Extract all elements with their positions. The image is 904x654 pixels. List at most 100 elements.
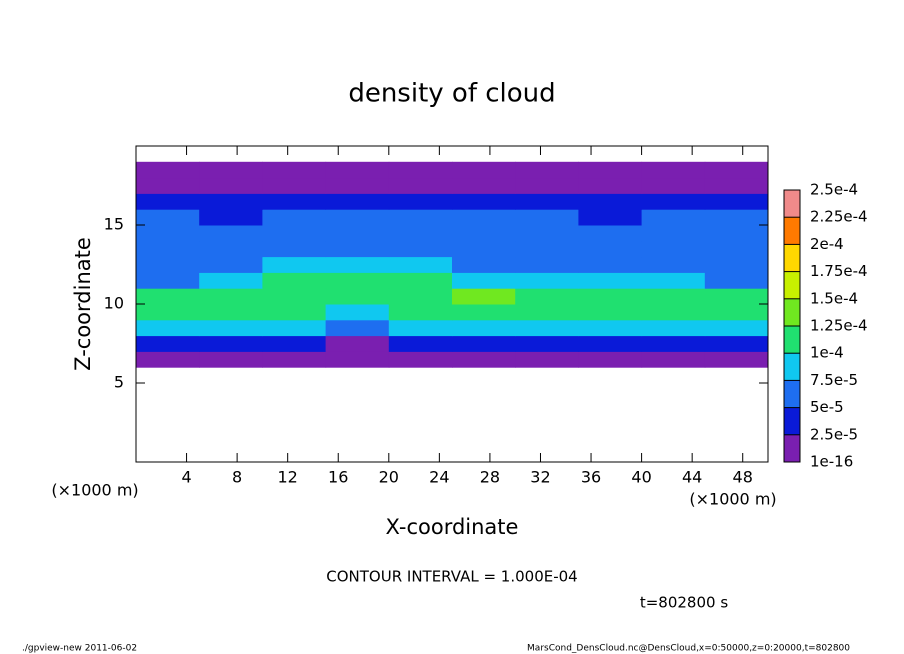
colorbar-tick-label: 2.5e-4 (810, 181, 858, 199)
y-axis-label: Z-coordinate (71, 237, 95, 371)
x-tick-label: 48 (733, 468, 753, 487)
heat-cell (704, 335, 769, 352)
x-tick-label: 28 (480, 468, 500, 487)
heat-cell (641, 288, 706, 305)
heat-cell (452, 240, 516, 258)
heat-cell (388, 319, 453, 337)
heat-cell (325, 304, 390, 321)
colorbar-segment (784, 244, 800, 272)
heat-cell (704, 351, 769, 368)
colorbar-segment (784, 380, 800, 408)
heat-cell (578, 351, 643, 368)
heat-cell (325, 272, 390, 289)
colorbar-segment (784, 298, 800, 326)
colorbar-segment (784, 326, 800, 354)
heat-cell (199, 240, 263, 258)
x-tick-label: 44 (682, 468, 702, 487)
heat-cell (388, 304, 453, 321)
heat-cell (388, 225, 453, 242)
heat-cell (452, 209, 516, 226)
heat-cell (515, 193, 579, 210)
x-tick-label: 24 (429, 468, 449, 487)
heat-cell (262, 304, 327, 321)
heat-cell (578, 272, 643, 289)
heat-cell (578, 288, 643, 305)
heat-cell (704, 288, 769, 305)
x-tick-label: 12 (278, 468, 298, 487)
heat-cell (136, 256, 200, 273)
heat-cell (578, 209, 643, 226)
heat-cell (262, 209, 327, 226)
heat-cell (578, 335, 643, 352)
heat-cell (325, 225, 390, 242)
x-unit: (×1000 m) (689, 490, 776, 509)
heat-cell (325, 351, 390, 368)
colorbar-segment (784, 434, 800, 462)
heat-cell (452, 225, 516, 242)
heat-cell (641, 319, 706, 337)
heat-cell (262, 161, 327, 179)
y-tick-label: 10 (104, 294, 124, 313)
heat-cell (325, 240, 390, 258)
colorbar-segment (784, 190, 800, 218)
heat-cell (388, 193, 453, 210)
heat-cell (388, 288, 453, 305)
heat-cell (641, 209, 706, 226)
heat-cell (136, 272, 200, 289)
colorbar-tick-label: 5e-5 (810, 398, 844, 416)
heat-cell (641, 335, 706, 352)
heat-cell (515, 272, 579, 289)
heat-cell (641, 177, 706, 194)
footer-right: MarsCond_DensCloud.nc@DensCloud,x=0:5000… (527, 644, 850, 654)
heat-cell (388, 351, 453, 368)
heat-cell (641, 256, 706, 273)
heat-cell (199, 193, 263, 210)
heat-cell (388, 209, 453, 226)
heat-cell (388, 256, 453, 273)
heat-cell (262, 240, 327, 258)
x-tick-label: 8 (232, 468, 242, 487)
heat-cell (199, 319, 263, 337)
heat-cell (704, 161, 769, 179)
heat-cell (262, 225, 327, 242)
heat-cell (515, 177, 579, 194)
heat-cell (199, 209, 263, 226)
heat-cell (199, 304, 263, 321)
heat-cell (704, 256, 769, 273)
x-tick-label: 16 (328, 468, 348, 487)
heat-cell (452, 161, 516, 179)
heat-cell (641, 225, 706, 242)
heat-cell (578, 256, 643, 273)
colorbar-tick-label: 1e-16 (810, 453, 853, 471)
heat-cell (515, 209, 579, 226)
heat-cell (388, 161, 453, 179)
x-axis-label: X-coordinate (386, 515, 519, 539)
heat-cell (704, 319, 769, 337)
heat-cell (641, 161, 706, 179)
heat-cell (578, 319, 643, 337)
heat-cell (452, 177, 516, 194)
heat-cell (515, 335, 579, 352)
heat-cell (704, 209, 769, 226)
heat-cell (452, 256, 516, 273)
heat-cell (262, 193, 327, 210)
heat-cell (515, 161, 579, 179)
heat-cell (452, 319, 516, 337)
y-unit: (×1000 m) (51, 481, 138, 500)
heat-cell (262, 256, 327, 273)
heat-cell (452, 351, 516, 368)
heat-cell (515, 319, 579, 337)
heat-cell (578, 161, 643, 179)
colorbar-tick-label: 1.5e-4 (810, 289, 858, 307)
heat-cell (578, 193, 643, 210)
heat-cell (578, 304, 643, 321)
heat-cell (515, 288, 579, 305)
heat-cell (388, 335, 453, 352)
x-tick-label: 20 (379, 468, 399, 487)
colorbar-tick-label: 1e-4 (810, 344, 844, 362)
heat-cell (515, 304, 579, 321)
heat-cell (199, 272, 263, 289)
heat-cell (325, 161, 390, 179)
heat-cell (452, 335, 516, 352)
heat-cell (136, 288, 200, 305)
